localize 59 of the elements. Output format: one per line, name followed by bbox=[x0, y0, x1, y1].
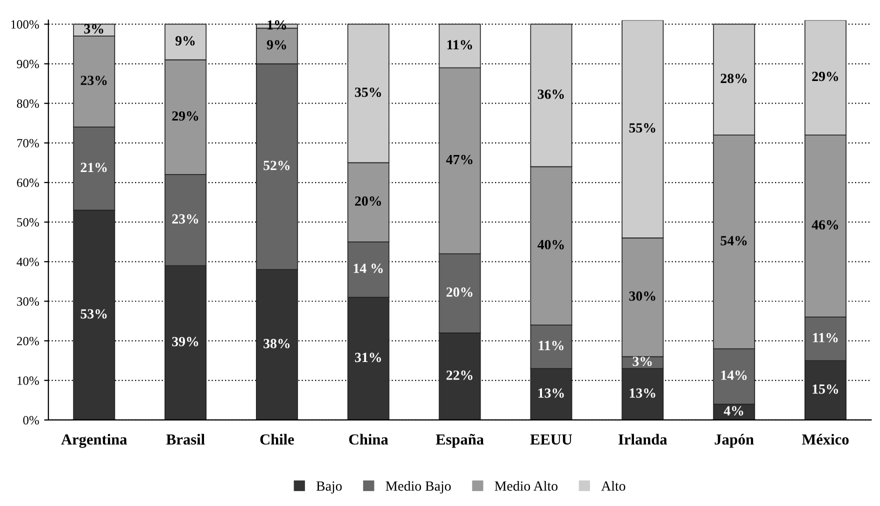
data-label: 14% bbox=[721, 370, 747, 380]
x-tick-label: Japón bbox=[714, 434, 754, 448]
data-label: 20% bbox=[446, 287, 472, 297]
legend-label: Bajo bbox=[316, 481, 342, 494]
x-tick-label: México bbox=[802, 434, 849, 445]
data-label: 35% bbox=[355, 88, 381, 97]
x-tick-label: Brasil bbox=[166, 434, 205, 445]
data-label: 3% bbox=[84, 24, 104, 34]
data-label: 36% bbox=[538, 90, 564, 99]
legend-label: Alto bbox=[601, 480, 626, 491]
data-label: 21% bbox=[80, 162, 107, 172]
y-tick-label: 50% bbox=[17, 218, 39, 227]
data-label: 47% bbox=[446, 154, 472, 164]
data-label: 11% bbox=[813, 332, 838, 342]
data-label: 13% bbox=[630, 388, 656, 398]
x-tick-label: Chile bbox=[260, 434, 294, 445]
data-label: 54% bbox=[720, 236, 747, 246]
data-label: 38% bbox=[264, 338, 290, 348]
y-tick-label: 90% bbox=[16, 60, 39, 68]
data-label: 40% bbox=[538, 240, 564, 250]
data-label: 15% bbox=[812, 384, 838, 394]
data-label: 29% bbox=[812, 72, 838, 82]
data-label: 55% bbox=[629, 123, 656, 133]
data-label: 30% bbox=[629, 291, 656, 301]
data-label: 28% bbox=[720, 74, 747, 84]
data-label: 11% bbox=[447, 40, 472, 50]
y-tick-label: 10% bbox=[18, 376, 39, 385]
data-label: 53% bbox=[80, 309, 107, 319]
x-tick-label: Argentina bbox=[61, 434, 127, 448]
data-label: 3% bbox=[632, 356, 652, 366]
y-tick-label: 20% bbox=[17, 336, 39, 346]
x-tick-label: China bbox=[349, 434, 388, 445]
data-label: 9% bbox=[266, 40, 286, 50]
data-label: 39% bbox=[172, 336, 198, 346]
legend-label: Medio Alto bbox=[494, 480, 558, 491]
x-tick-label: EEUU bbox=[530, 434, 572, 445]
legend-label: Medio Bajo bbox=[386, 480, 451, 494]
data-label: 9% bbox=[175, 36, 195, 46]
data-label: 23% bbox=[172, 214, 198, 224]
x-tick-label: Irlanda bbox=[618, 434, 668, 445]
data-label: 29% bbox=[172, 111, 198, 121]
data-label: 14 % bbox=[354, 264, 383, 274]
data-label: 20% bbox=[355, 196, 381, 206]
data-label: 13% bbox=[538, 388, 564, 398]
y-tick-label: 40% bbox=[16, 258, 39, 266]
data-label: 31% bbox=[355, 352, 381, 362]
y-tick-label: 100% bbox=[11, 20, 39, 29]
y-tick-label: 60% bbox=[16, 178, 39, 188]
x-tick-label: España bbox=[436, 434, 484, 448]
y-tick-label: 80% bbox=[16, 99, 39, 108]
data-label: 11% bbox=[538, 340, 564, 350]
data-label: 4% bbox=[724, 406, 744, 416]
y-tick-label: 0% bbox=[23, 416, 39, 424]
data-label: 52% bbox=[264, 160, 290, 170]
y-tick-label: 70% bbox=[17, 138, 39, 148]
data-label: 23% bbox=[80, 76, 107, 86]
y-tick-label: 30% bbox=[17, 297, 39, 306]
data-label: 22% bbox=[446, 370, 472, 380]
data-label: 46% bbox=[812, 220, 838, 230]
